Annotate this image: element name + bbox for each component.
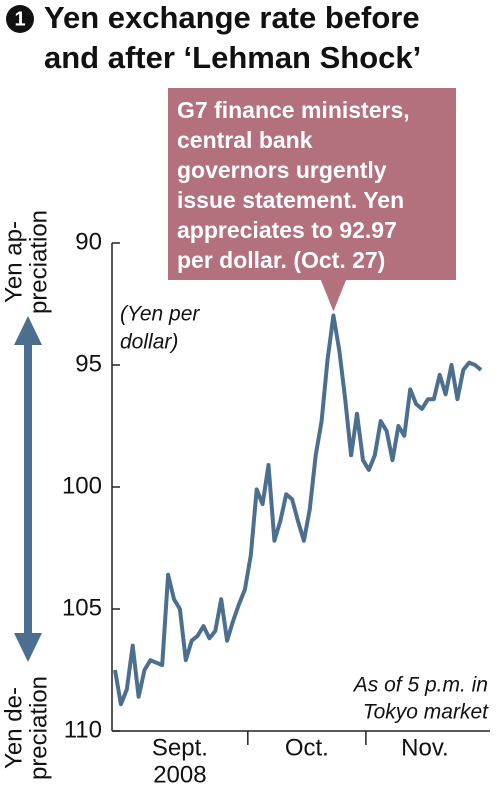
- annotation-text: governors urgently: [177, 157, 387, 183]
- line: [113, 313, 483, 707]
- x-tick-label: Sept.: [152, 734, 208, 761]
- y-tick-label: 110: [64, 716, 102, 743]
- direction-label: preciation: [25, 210, 52, 314]
- chart-title: Yen exchange rate before: [44, 0, 420, 35]
- y-tick-label: 90: [75, 228, 102, 255]
- annotation-text: appreciates to 92.97: [177, 217, 397, 243]
- arrow-head-down: [14, 633, 42, 662]
- direction-label: preciation: [25, 676, 52, 780]
- x-tick-label: Oct.: [285, 734, 329, 761]
- title-number: 1: [14, 8, 25, 30]
- arrow-head-up: [14, 316, 42, 345]
- annotation-text: issue statement. Yen: [177, 187, 404, 213]
- annotation-box: [168, 88, 456, 280]
- y-tick-label: 100: [62, 472, 102, 499]
- annotation-text: central bank: [177, 127, 313, 153]
- annotation-text: G7 finance ministers,: [177, 97, 410, 123]
- annotation-pointer: [320, 279, 347, 312]
- note: As of 5 p.m. in: [352, 674, 488, 697]
- x-year-label: 2008: [153, 761, 206, 788]
- direction-label: Yen de-: [0, 687, 27, 769]
- direction-label: Yen ap-: [0, 221, 27, 303]
- y-axis-label: dollar): [120, 331, 178, 354]
- y-axis-label: (Yen per: [120, 303, 200, 326]
- x-tick-label: Nov.: [401, 734, 449, 761]
- y-tick-label: 105: [62, 594, 102, 621]
- chart-title: and after ‘Lehman Shock’: [44, 40, 421, 75]
- y-tick-label: 95: [75, 350, 102, 377]
- annotation-text: per dollar. (Oct. 27): [177, 247, 385, 273]
- note: Tokyo market: [363, 701, 489, 724]
- title-badge: [6, 5, 34, 33]
